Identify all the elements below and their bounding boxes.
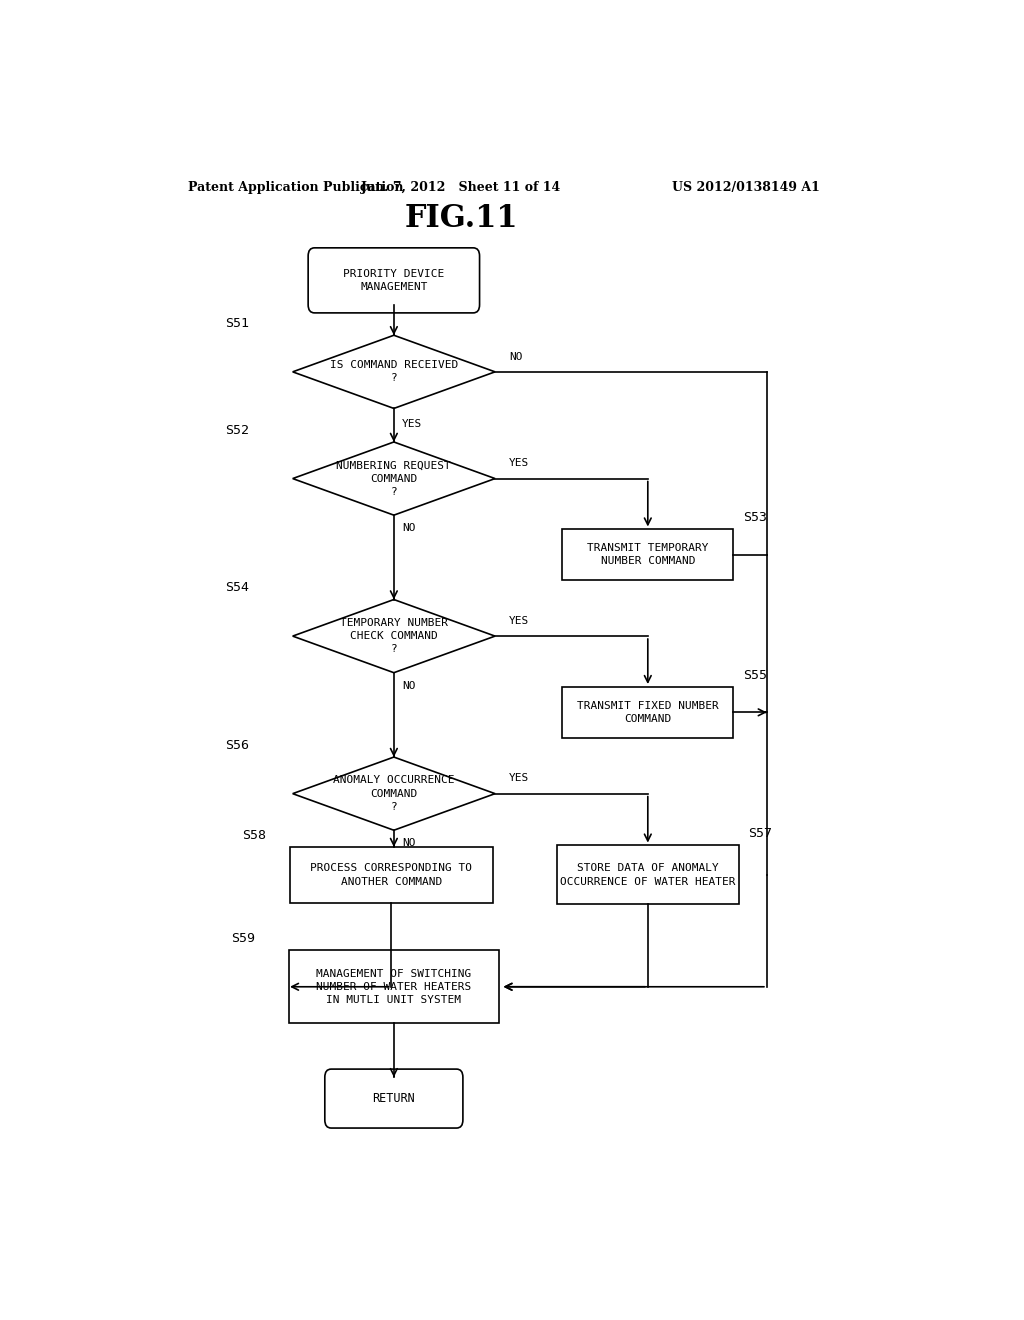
Text: PROCESS CORRESPONDING TO
ANOTHER COMMAND: PROCESS CORRESPONDING TO ANOTHER COMMAND — [310, 863, 472, 887]
Bar — [289, 950, 499, 1023]
Text: S59: S59 — [231, 932, 255, 945]
FancyBboxPatch shape — [308, 248, 479, 313]
Text: S55: S55 — [742, 669, 767, 682]
Text: S57: S57 — [749, 828, 772, 841]
Text: S53: S53 — [742, 511, 767, 524]
Polygon shape — [293, 599, 495, 673]
Text: NO: NO — [401, 681, 416, 690]
Text: S58: S58 — [243, 829, 266, 842]
Text: NO: NO — [509, 351, 523, 362]
Text: YES: YES — [509, 616, 529, 626]
Text: MANAGEMENT OF SWITCHING
NUMBER OF WATER HEATERS
IN MUTLI UNIT SYSTEM: MANAGEMENT OF SWITCHING NUMBER OF WATER … — [316, 969, 471, 1005]
Text: S51: S51 — [225, 317, 249, 330]
Text: Patent Application Publication: Patent Application Publication — [187, 181, 403, 194]
Bar — [562, 686, 733, 738]
Text: YES: YES — [401, 418, 422, 429]
Bar — [562, 529, 733, 581]
Text: US 2012/0138149 A1: US 2012/0138149 A1 — [672, 181, 819, 194]
Text: NO: NO — [401, 838, 416, 849]
Text: S52: S52 — [225, 424, 249, 437]
FancyBboxPatch shape — [325, 1069, 463, 1129]
Polygon shape — [293, 442, 495, 515]
Bar — [557, 846, 739, 904]
Polygon shape — [293, 758, 495, 830]
Text: TRANSMIT FIXED NUMBER
COMMAND: TRANSMIT FIXED NUMBER COMMAND — [577, 701, 719, 723]
Text: S54: S54 — [225, 581, 249, 594]
Text: TRANSMIT TEMPORARY
NUMBER COMMAND: TRANSMIT TEMPORARY NUMBER COMMAND — [587, 544, 709, 566]
Bar — [290, 847, 493, 903]
Text: NO: NO — [401, 523, 416, 533]
Text: TEMPORARY NUMBER
CHECK COMMAND
?: TEMPORARY NUMBER CHECK COMMAND ? — [340, 618, 447, 655]
Text: STORE DATA OF ANOMALY
OCCURRENCE OF WATER HEATER: STORE DATA OF ANOMALY OCCURRENCE OF WATE… — [560, 863, 735, 887]
Text: ANOMALY OCCURRENCE
COMMAND
?: ANOMALY OCCURRENCE COMMAND ? — [333, 775, 455, 812]
Text: PRIORITY DEVICE
MANAGEMENT: PRIORITY DEVICE MANAGEMENT — [343, 269, 444, 292]
Text: Jun. 7, 2012   Sheet 11 of 14: Jun. 7, 2012 Sheet 11 of 14 — [361, 181, 561, 194]
Text: YES: YES — [509, 774, 529, 784]
Polygon shape — [293, 335, 495, 408]
Text: IS COMMAND RECEIVED
?: IS COMMAND RECEIVED ? — [330, 360, 458, 383]
Text: FIG.11: FIG.11 — [404, 203, 518, 234]
Text: NUMBERING REQUEST
COMMAND
?: NUMBERING REQUEST COMMAND ? — [337, 461, 452, 496]
Text: RETURN: RETURN — [373, 1092, 415, 1105]
Text: YES: YES — [509, 458, 529, 469]
Text: S56: S56 — [225, 739, 249, 752]
